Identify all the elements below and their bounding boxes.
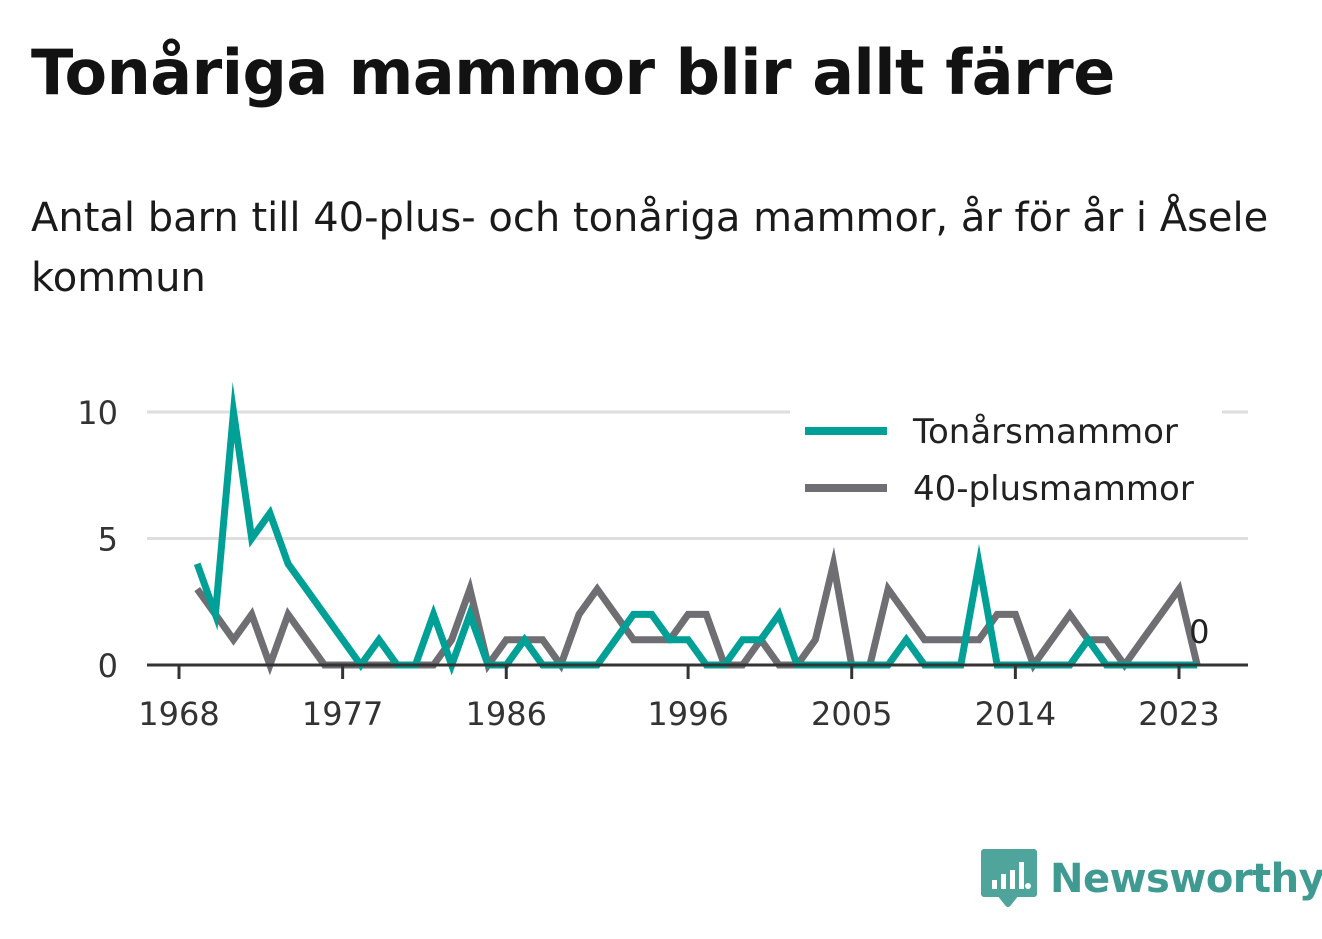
x-tick-label: 2023 xyxy=(1138,695,1219,733)
legend-label-1: 40-plusmammor xyxy=(913,469,1194,509)
y-tick-label: 0 xyxy=(98,647,118,685)
x-tick-label: 2005 xyxy=(811,695,892,733)
newsworthy-logo-text: Newsworthy xyxy=(1050,856,1322,902)
chart-title: Tonåriga mammor blir allt färre xyxy=(31,36,1115,109)
line-chart: 0 5 10 1968 1977 1986 1996 2005 2014 2023 0 Tonå… xyxy=(77,381,1248,733)
legend: Tonårsmammor 40-plusmammor xyxy=(790,408,1222,518)
x-tick-label: 1986 xyxy=(466,695,547,733)
x-axis-ticks: 1968 1977 1986 1996 2005 2014 2023 xyxy=(138,665,1220,733)
y-tick-label: 5 xyxy=(98,521,118,559)
legend-items: Tonårsmammor 40-plusmammor xyxy=(805,412,1194,509)
legend-background xyxy=(790,408,1222,518)
x-tick-label: 1977 xyxy=(302,695,383,733)
y-axis-tick-labels: 0 5 10 xyxy=(77,394,118,685)
newsworthy-logo: Newsworthy xyxy=(980,848,1322,910)
x-tick-label: 1968 xyxy=(138,695,219,733)
x-tick-label: 1996 xyxy=(647,695,728,733)
newsworthy-logo-icon xyxy=(981,849,1037,907)
y-tick-label: 10 xyxy=(77,394,118,432)
legend-label-0: Tonårsmammor xyxy=(912,412,1178,452)
x-tick-label: 2014 xyxy=(975,695,1056,733)
chart-subtitle: Antal barn till 40-plus- och tonåriga ma… xyxy=(31,195,1269,301)
end-value-label: 0 xyxy=(1189,613,1209,651)
